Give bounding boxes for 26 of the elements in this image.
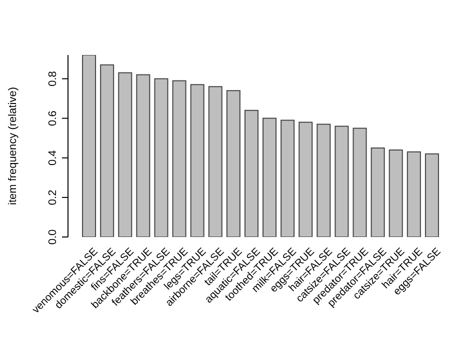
bar — [100, 64, 114, 237]
bar — [280, 120, 295, 237]
bar — [82, 55, 96, 237]
y-tick-label: 0.6 — [47, 110, 59, 126]
bar — [244, 110, 258, 237]
bar — [118, 72, 132, 237]
bar — [136, 74, 150, 237]
bar — [352, 128, 367, 237]
y-tick-label: 0.4 — [47, 150, 59, 166]
bar — [424, 153, 439, 237]
y-tick-label: 0.8 — [47, 71, 59, 86]
bar — [172, 80, 186, 237]
y-tick-label: 0.2 — [47, 190, 59, 206]
bar — [226, 90, 240, 237]
bar — [190, 84, 204, 237]
bar — [316, 124, 331, 237]
bar — [262, 118, 277, 237]
bar — [370, 147, 385, 237]
bar — [298, 122, 313, 237]
bar — [388, 149, 403, 237]
bar — [154, 78, 168, 237]
bar — [406, 151, 421, 237]
y-tick-label: 0.0 — [47, 229, 59, 245]
y-axis-title: item frequency (relative) — [6, 87, 19, 205]
bar — [208, 86, 222, 237]
bar — [334, 126, 349, 237]
